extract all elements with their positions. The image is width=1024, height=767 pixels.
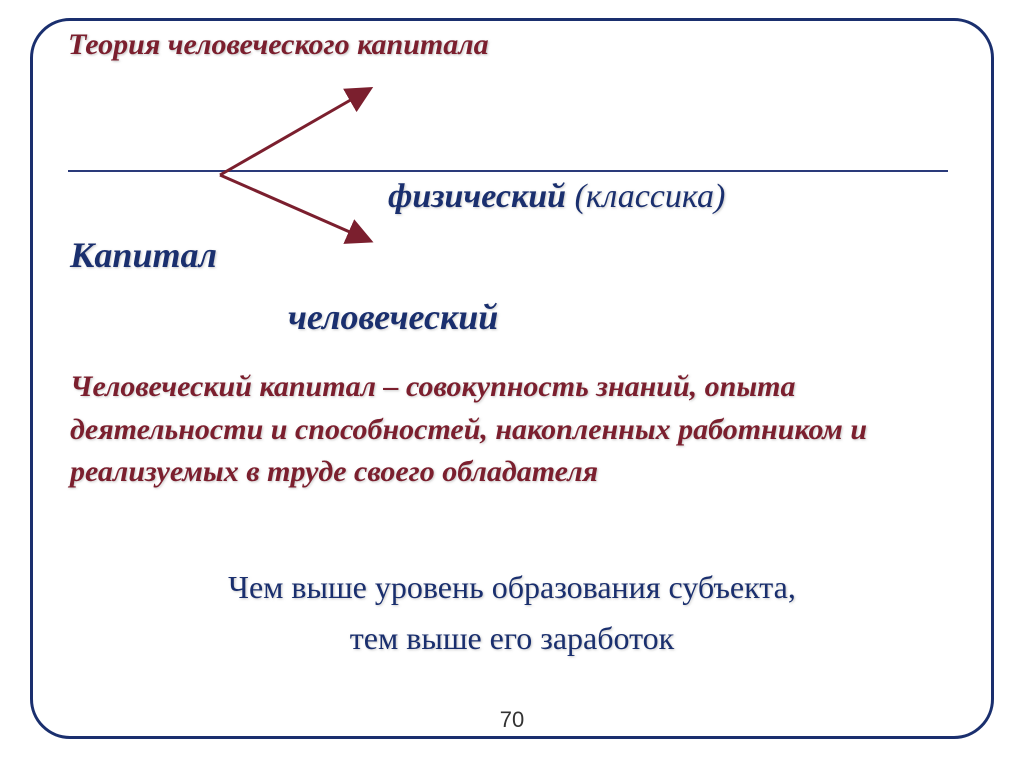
branch-root: Капитал (70, 234, 217, 276)
definition-text: Человеческий капитал – совокупность знан… (70, 366, 954, 494)
conclusion-text: Чем выше уровень образования субъекта, т… (70, 562, 954, 664)
slide-title: Теория человеческого капитала (68, 28, 489, 62)
branch-physical-paren: (классика) (566, 178, 725, 215)
arrow-down-icon (220, 175, 368, 240)
conclusion-line-1: Чем выше уровень образования субъекта, (228, 569, 796, 605)
page-number: 70 (0, 707, 1024, 733)
branch-physical: физический (классика) (388, 178, 725, 216)
branch-human: человеческий (288, 296, 498, 338)
arrow-up-icon (220, 90, 368, 175)
branching-arrows (200, 80, 400, 260)
conclusion-line-2: тем выше его заработок (350, 620, 674, 656)
branch-physical-bold: физический (388, 178, 566, 215)
